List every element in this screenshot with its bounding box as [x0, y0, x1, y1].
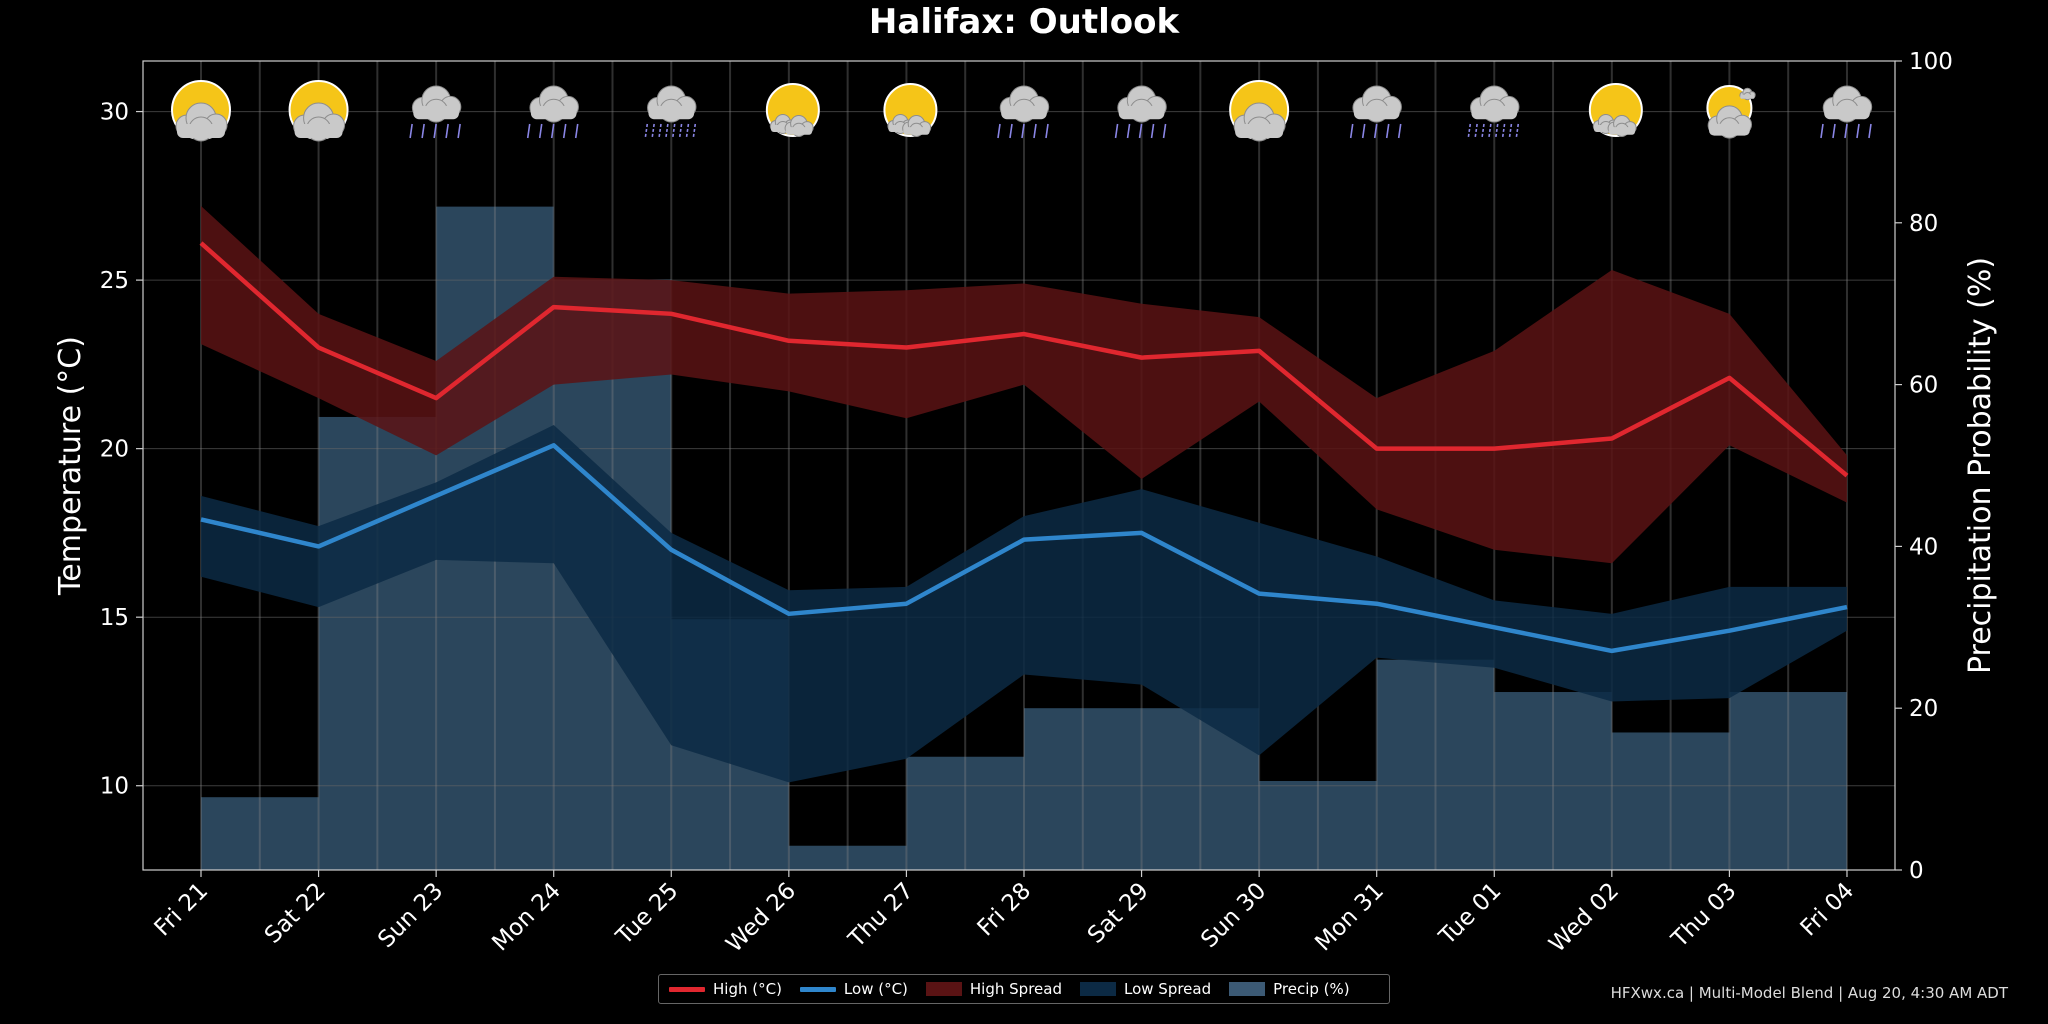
- x-tick-label: Wed 26: [721, 878, 801, 958]
- high-temp-line: [199, 241, 1849, 478]
- y2-tick-label: 0: [1909, 858, 1924, 884]
- x-tick-label: Mon 24: [487, 878, 566, 957]
- rain-icon: [1349, 85, 1402, 139]
- legend-item-precip: Precip (%): [1229, 980, 1350, 998]
- legend-item-high-spread: High Spread: [925, 980, 1062, 998]
- y-tick-label: 30: [100, 100, 129, 126]
- x-tick-label: Sun 30: [1196, 878, 1271, 953]
- y2-tick-label: 20: [1909, 696, 1938, 722]
- y-tick-label: 25: [100, 268, 129, 294]
- rain-icon: [409, 85, 462, 139]
- x-tick-label: Thu 03: [1666, 878, 1742, 954]
- precip-bar: [1729, 692, 1847, 870]
- y2-tick-label: 40: [1909, 534, 1938, 560]
- chart-title: Halifax: Outlook: [868, 2, 1180, 42]
- precip-bar: [906, 756, 1024, 870]
- x-tick-label: Tue 01: [1434, 878, 1507, 951]
- precip-bar: [788, 845, 907, 870]
- x-tick-label: Sat 29: [1083, 878, 1154, 949]
- legend-item-low-spread: Low Spread: [1079, 980, 1212, 998]
- legend-item-high: High (°C): [669, 980, 782, 998]
- sun-small-cloud-icon: [883, 83, 938, 137]
- high-spread-band: [201, 205, 1847, 564]
- x-tick-label: Wed 02: [1544, 878, 1624, 958]
- x-tick-label: Thu 27: [843, 878, 919, 954]
- legend-swatch-high: [669, 986, 705, 992]
- partly-sunny-icon: [1706, 85, 1756, 139]
- legend-label-low: Low (°C): [843, 980, 908, 998]
- legend-swatch-low-spread: [1079, 982, 1116, 996]
- legend-label-low-spread: Low Spread: [1123, 980, 1212, 998]
- plot-frame: [142, 60, 1896, 871]
- precip-bar: [1023, 708, 1142, 870]
- legend-label-precip: Precip (%): [1273, 980, 1350, 998]
- precip-bar: [1611, 732, 1730, 870]
- x-tick-label: Sat 22: [260, 878, 331, 949]
- precip-bar: [201, 797, 319, 870]
- sun-behind-cloud-icon: [1229, 80, 1290, 142]
- high-spread-area: [201, 205, 1847, 564]
- x-tick-label: Fri 21: [150, 878, 214, 942]
- showers-icon: [644, 85, 697, 139]
- weather-icons: [171, 80, 1873, 142]
- rain-icon: [526, 85, 579, 139]
- y-tick-label: 10: [100, 774, 129, 800]
- y2-tick-label: 80: [1909, 211, 1938, 237]
- rain-icon: [1820, 85, 1873, 139]
- legend-item-low: Low (°C): [799, 980, 908, 998]
- low-spread-area: [201, 425, 1847, 783]
- rain-icon: [997, 85, 1050, 139]
- rain-icon: [1114, 85, 1167, 139]
- precip-bar: [1494, 692, 1612, 870]
- low-spread-band: [201, 425, 1847, 783]
- x-tick-label: Fri 28: [973, 878, 1037, 942]
- sun-behind-cloud-icon: [288, 80, 349, 142]
- precip-bar: [1259, 781, 1377, 870]
- legend-label-high-spread: High Spread: [969, 980, 1062, 998]
- showers-icon: [1467, 85, 1520, 139]
- legend-label-high: High (°C): [713, 980, 782, 998]
- x-tick-label: Sun 23: [373, 878, 448, 953]
- low-temp-line: [200, 443, 1848, 654]
- sun-small-cloud-icon: [1588, 83, 1643, 137]
- x-tick-label: Mon 31: [1310, 878, 1389, 957]
- y2-tick-label: 100: [1909, 49, 1953, 75]
- y-tick-label: 20: [100, 437, 129, 463]
- sun-behind-cloud-icon: [171, 80, 231, 142]
- temperature-lines: [199, 241, 1849, 654]
- y2-tick-label: 60: [1909, 373, 1938, 399]
- sun-small-cloud-icon: [765, 83, 820, 137]
- x-tick-label: Fri 04: [1796, 878, 1860, 942]
- footer-credit: HFXwx.ca | Multi-Model Blend | Aug 20, 4…: [1610, 984, 2008, 1002]
- x-tick-label: Tue 25: [611, 878, 684, 951]
- y2-axis-label: Precipitation Probability (%): [1963, 257, 1998, 674]
- y-tick-label: 15: [100, 605, 129, 631]
- y-axis-label: Temperature (°C): [53, 336, 88, 596]
- legend-swatch-low: [799, 986, 836, 992]
- legend: High (°C) Low (°C) High Spread Low Sprea…: [658, 974, 1390, 1004]
- precip-bar: [1376, 659, 1495, 870]
- legend-swatch-precip: [1229, 982, 1266, 996]
- legend-swatch-high-spread: [925, 982, 962, 996]
